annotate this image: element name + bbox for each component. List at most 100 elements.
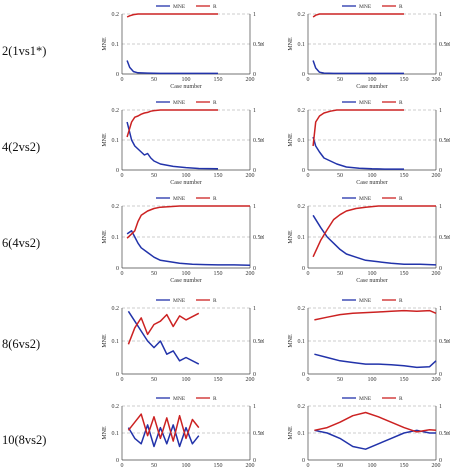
- y-tick-right: 1: [253, 12, 256, 18]
- x-tick: 200: [246, 377, 255, 383]
- y-axis-label-left: MNE: [288, 230, 294, 244]
- y-axis-label-left: MNE: [102, 426, 108, 440]
- x-tick: 150: [400, 377, 409, 383]
- x-tick: 200: [432, 173, 441, 179]
- chart-panel-r2-left: MNE R 0 0.1 0.2 0 0.5 1 0 50 100 150 200 MNE R Case num…: [96, 96, 276, 190]
- y-axis-label-left: MNE: [288, 334, 294, 348]
- y-tick-left: 0.1: [112, 42, 120, 48]
- y-tick-right: 0: [253, 458, 256, 464]
- y-tick-left: 0.1: [298, 235, 306, 241]
- row-label-2: 4(2vs2): [2, 140, 41, 154]
- series-line-r: [312, 109, 404, 147]
- y-tick-left: 0.1: [112, 339, 120, 345]
- y-tick-right: 1: [253, 108, 256, 114]
- x-tick: 100: [368, 463, 377, 469]
- x-tick: 100: [368, 173, 377, 179]
- chart-panel-r2-right: MNE R 0 0.1 0.2 0 0.5 1 0 50 100 150 200 MNE R Case num…: [282, 96, 462, 190]
- legend-r-label: R: [399, 396, 403, 402]
- legend-mne-label: MNE: [173, 100, 186, 106]
- x-tick: 0: [121, 173, 124, 179]
- y-tick-left: 0.1: [112, 138, 120, 144]
- series-line-r: [127, 312, 200, 345]
- x-tick: 0: [307, 377, 310, 383]
- x-axis-label: Case number: [356, 84, 388, 90]
- legend-r-label: R: [213, 396, 217, 402]
- series-line-mne: [126, 60, 218, 75]
- series-line-mne: [312, 214, 437, 266]
- y-tick-left: 0.2: [112, 404, 120, 410]
- y-tick-left: 0: [302, 458, 305, 464]
- y-axis-label-right: R: [446, 339, 452, 343]
- x-tick: 150: [214, 463, 223, 469]
- series-line-mne: [127, 310, 200, 365]
- x-tick: 200: [432, 463, 441, 469]
- x-tick: 100: [182, 271, 191, 277]
- x-tick: 50: [337, 377, 343, 383]
- legend-r-label: R: [399, 100, 403, 106]
- y-tick-right: 0.5: [439, 235, 447, 241]
- legend-r-label: R: [399, 196, 403, 202]
- y-axis-label-right: R: [446, 42, 452, 46]
- y-tick-right: 0: [253, 372, 256, 378]
- y-axis-label-right: R: [260, 339, 266, 343]
- y-tick-right: 0: [439, 458, 442, 464]
- legend-r-label: R: [399, 298, 403, 304]
- x-tick: 150: [214, 173, 223, 179]
- y-tick-left: 0.1: [298, 42, 306, 48]
- y-tick-right: 0: [439, 168, 442, 174]
- y-tick-left: 0: [116, 458, 119, 464]
- series-line-mne: [126, 230, 251, 266]
- y-axis-label-left: MNE: [288, 37, 294, 51]
- x-axis-label: Case number: [170, 278, 202, 284]
- legend-mne-label: MNE: [173, 4, 186, 10]
- x-tick: 50: [151, 271, 157, 277]
- series-line-mne: [312, 136, 404, 170]
- x-tick: 150: [400, 173, 409, 179]
- x-tick: 100: [368, 377, 377, 383]
- legend-mne-label: MNE: [359, 298, 372, 304]
- row-label-4: 8(6vs2): [2, 337, 41, 351]
- y-tick-left: 0.1: [298, 138, 306, 144]
- x-tick: 0: [121, 377, 124, 383]
- y-tick-right: 0: [253, 72, 256, 78]
- x-tick: 200: [246, 463, 255, 469]
- x-tick: 150: [400, 271, 409, 277]
- x-tick: 0: [307, 77, 310, 83]
- x-tick: 200: [432, 271, 441, 277]
- y-tick-left: 0.2: [112, 108, 120, 114]
- series-line-r: [314, 309, 437, 321]
- y-tick-right: 0.5: [439, 138, 447, 144]
- y-tick-right: 0.5: [253, 138, 261, 144]
- y-axis-label-right: R: [260, 431, 266, 435]
- y-tick-left: 0.1: [112, 431, 120, 437]
- y-tick-left: 0.2: [298, 108, 306, 114]
- y-tick-left: 0: [116, 372, 119, 378]
- chart-r2-left: MNE R 0 0.1 0.2 0 0.5 1 0 50 100 150 200 MNE R Case num…: [102, 100, 266, 186]
- y-tick-right: 0.5: [253, 235, 261, 241]
- y-axis-label-right: R: [260, 138, 266, 142]
- x-tick: 0: [307, 173, 310, 179]
- x-tick: 50: [151, 377, 157, 383]
- series-line-r: [312, 13, 404, 18]
- y-axis-label-left: MNE: [102, 334, 108, 348]
- x-tick: 100: [182, 463, 191, 469]
- y-axis-label-left: MNE: [288, 426, 294, 440]
- x-tick: 200: [432, 377, 441, 383]
- legend-r-label: R: [213, 4, 217, 10]
- y-tick-right: 1: [439, 404, 442, 410]
- chart-panel-r3-left: MNE R 0 0.1 0.2 0 0.5 1 0 50 100 150 200 MNE R Case num…: [96, 192, 276, 288]
- legend-mne-label: MNE: [359, 100, 372, 106]
- x-tick: 0: [121, 271, 124, 277]
- x-axis-label: Case number: [356, 180, 388, 186]
- legend-mne-label: MNE: [359, 196, 372, 202]
- series-line-r: [126, 109, 218, 138]
- chart-panel-r1-right: MNE R 0 0.1 0.2 0 0.5 1 0 50 100 150 200 MNE R Case num…: [282, 0, 462, 94]
- legend-mne-label: MNE: [173, 396, 186, 402]
- y-tick-right: 1: [253, 306, 256, 312]
- x-tick: 100: [182, 173, 191, 179]
- chart-panel-r4-right: MNE R 0 0.1 0.2 0 0.5 1 0 50 100 150 200 MNE R: [282, 294, 462, 388]
- y-tick-left: 0: [116, 168, 119, 174]
- x-tick: 150: [400, 463, 409, 469]
- y-tick-left: 0.2: [298, 204, 306, 210]
- series-line-r: [126, 205, 250, 239]
